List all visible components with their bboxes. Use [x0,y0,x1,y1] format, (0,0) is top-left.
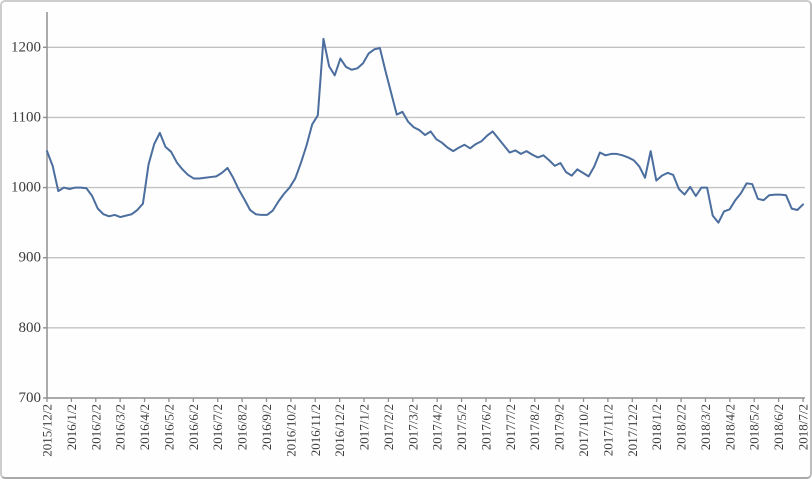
x-tick-label: 2016/6/2 [186,404,201,450]
y-tick-label: 800 [19,320,42,336]
x-tick-label: 2017/9/2 [552,404,567,450]
y-tick-label: 1100 [12,109,41,125]
y-tick-label: 900 [19,250,42,266]
x-tick-label: 2016/4/2 [137,404,152,450]
x-tick-label: 2015/12/2 [40,404,55,457]
x-tick-label: 2017/1/2 [357,404,372,450]
x-tick-label: 2018/6/2 [771,404,786,450]
x-tick-label: 2017/5/2 [454,404,469,450]
x-tick-label: 2016/5/2 [161,404,176,450]
x-tick-label: 2018/4/2 [722,404,737,450]
x-tick-label: 2018/1/2 [649,404,664,450]
x-tick-label: 2016/11/2 [308,404,323,456]
x-tick-label: 2018/3/2 [698,404,713,450]
x-tick-label: 2017/12/2 [625,404,640,457]
x-tick-label: 2017/3/2 [405,404,420,450]
x-tick-label: 2016/2/2 [88,404,103,450]
data-series-line [46,37,804,224]
x-tick-label: 2018/2/2 [674,404,689,450]
x-tick-label: 2018/5/2 [747,404,762,450]
y-tick-label: 1200 [11,39,41,55]
x-tick-label: 2018/7/2 [796,404,811,450]
x-tick-label: 2017/4/2 [430,404,445,450]
x-tick-label: 2016/3/2 [113,404,128,450]
x-tick-label: 2016/10/2 [283,404,298,457]
x-tick-label: 2016/12/2 [332,404,347,457]
y-tick-label: 1000 [11,180,41,196]
x-tick-label: 2017/2/2 [381,404,396,450]
x-tick-label: 2017/7/2 [503,404,518,450]
x-tick-label: 2017/6/2 [478,404,493,450]
x-tick-label: 2016/9/2 [259,404,274,450]
x-tick-label: 2017/11/2 [600,404,615,456]
x-tick-label: 2016/8/2 [235,404,250,450]
x-tick-label: 2017/8/2 [527,404,542,450]
x-tick-label: 2016/1/2 [64,404,79,450]
x-tick-label: 2017/10/2 [576,404,591,457]
y-tick-label: 700 [19,390,42,406]
x-tick-label: 2016/7/2 [210,404,225,450]
